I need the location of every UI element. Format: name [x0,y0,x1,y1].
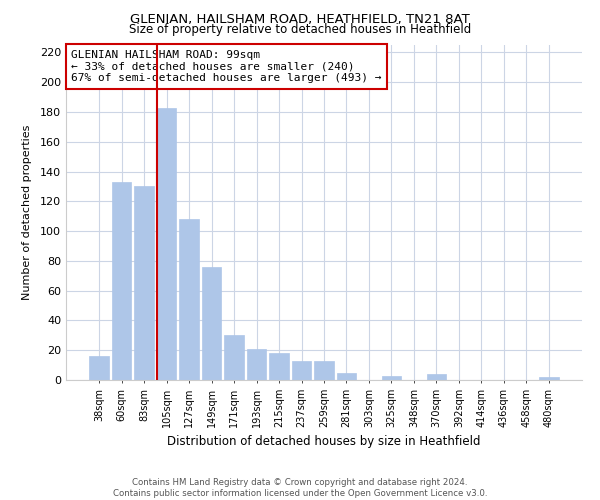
Text: Contains HM Land Registry data © Crown copyright and database right 2024.
Contai: Contains HM Land Registry data © Crown c… [113,478,487,498]
Bar [179,219,199,380]
Y-axis label: Number of detached properties: Number of detached properties [22,125,32,300]
Bar [427,374,446,380]
Bar [382,376,401,380]
X-axis label: Distribution of detached houses by size in Heathfield: Distribution of detached houses by size … [167,436,481,448]
Bar [112,182,131,380]
Bar [224,336,244,380]
Bar [202,267,221,380]
Bar [539,377,559,380]
Text: GLENIAN HAILSHAM ROAD: 99sqm
← 33% of detached houses are smaller (240)
67% of s: GLENIAN HAILSHAM ROAD: 99sqm ← 33% of de… [71,50,382,83]
Bar [292,360,311,380]
Bar [269,353,289,380]
Bar [157,108,176,380]
Text: GLENIAN, HAILSHAM ROAD, HEATHFIELD, TN21 8AT: GLENIAN, HAILSHAM ROAD, HEATHFIELD, TN21… [130,12,470,26]
Bar [134,186,154,380]
Bar [337,372,356,380]
Text: Size of property relative to detached houses in Heathfield: Size of property relative to detached ho… [129,22,471,36]
Bar [89,356,109,380]
Bar [247,348,266,380]
Bar [314,360,334,380]
